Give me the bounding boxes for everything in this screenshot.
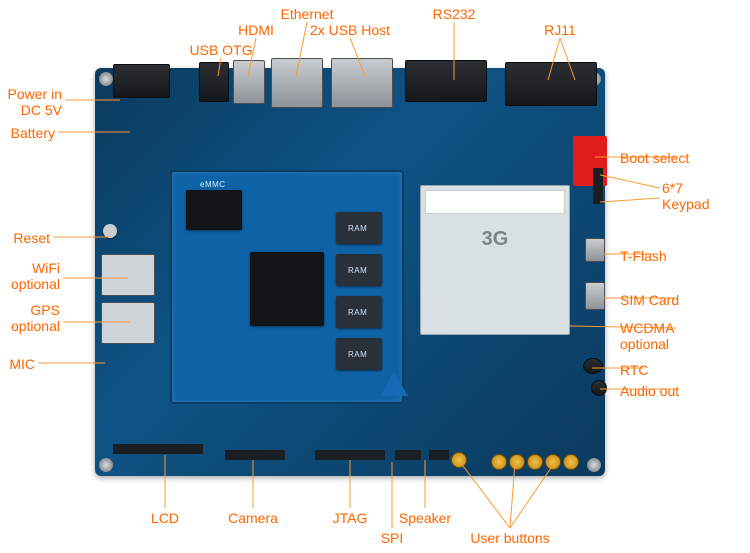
label-user-buttons: User buttons [470,530,549,546]
wcdma-sticker [425,190,565,214]
label-rtc: RTC [620,362,649,378]
usb-otg-port [199,62,229,102]
logo-triangle [380,372,408,396]
label-battery: Battery [11,125,55,141]
label-keypad: 6*7 Keypad [662,180,709,212]
jtag-header [315,450,385,460]
user-button [491,454,507,470]
label-audio-out: Audio out [620,383,679,399]
lcd-header [113,444,203,454]
user-button [563,454,579,470]
cpu-module: eMMC RAM RAM RAM RAM [170,170,404,404]
rs232-port [405,60,487,102]
emmc-silk: eMMC [200,180,226,189]
mount-hole [99,458,113,472]
label-usb-host: 2x USB Host [310,22,390,38]
label-mic: MIC [9,356,35,372]
user-button [509,454,525,470]
ram-silk: RAM [348,266,367,275]
wcdma-3g-text: 3G [425,228,565,251]
label-rj11: RJ11 [544,22,576,38]
speaker-header [429,450,449,460]
ethernet-port [271,58,323,108]
ram-silk: RAM [348,350,367,359]
wifi-module [101,254,155,296]
ram-silk: RAM [348,224,367,233]
dev-board: eMMC RAM RAM RAM RAM 3G [95,68,605,476]
spi-header [395,450,421,460]
diagram-stage: eMMC RAM RAM RAM RAM 3G [0,0,750,553]
label-lcd: LCD [151,510,179,526]
label-sim-card: SIM Card [620,292,679,308]
label-wcdma: WCDMA optional [620,320,674,352]
label-hdmi: HDMI [238,22,274,38]
rj11-port [505,62,597,106]
power-jack [113,64,170,98]
user-button [527,454,543,470]
label-boot-select: Boot select [620,150,689,166]
rtc-battery [583,358,603,374]
wcdma-card: 3G [420,185,570,335]
label-reset: Reset [13,230,50,246]
ram-silk: RAM [348,308,367,317]
label-wifi: WiFi optional [11,260,60,292]
label-jtag: JTAG [333,510,368,526]
usb-host-port [331,58,393,108]
label-usb-otg: USB OTG [189,42,252,58]
user-button [451,452,467,468]
camera-header [225,450,285,460]
keypad-header [593,168,603,204]
tflash-slot [585,238,605,262]
audio-jack [591,380,607,396]
label-spi: SPI [381,530,404,546]
label-power-in: Power in DC 5V [8,86,62,118]
label-gps: GPS optional [11,302,60,334]
label-speaker: Speaker [399,510,451,526]
soc-chip [250,252,324,326]
mount-hole [99,72,113,86]
emmc-chip [186,190,242,230]
mount-hole [587,458,601,472]
reset-button [103,224,117,238]
gps-module [101,302,155,344]
label-ethernet: Ethernet [281,6,334,22]
label-rs232: RS232 [433,6,476,22]
label-camera: Camera [228,510,278,526]
sim-slot [585,282,605,310]
user-button [545,454,561,470]
label-tflash: T-Flash [620,248,667,264]
hdmi-port [233,60,265,104]
